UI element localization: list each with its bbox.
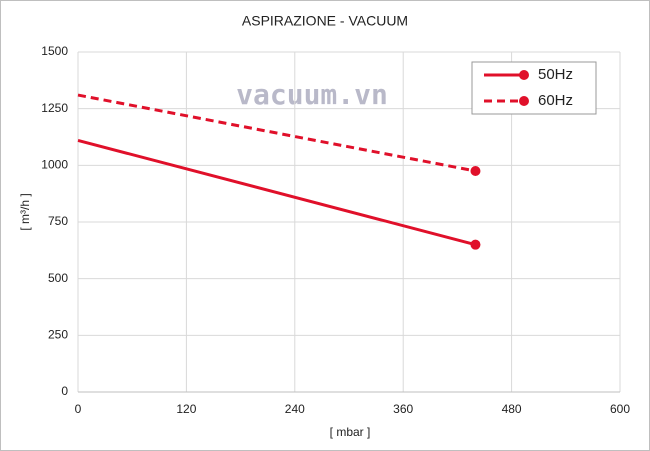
end-marker — [470, 239, 481, 250]
y-tick-label: 750 — [48, 214, 68, 228]
watermark: vacuum.vn — [236, 78, 388, 111]
y-tick-label: 250 — [48, 328, 68, 342]
y-tick-label: 500 — [48, 271, 68, 285]
x-tick-label: 600 — [610, 402, 630, 416]
x-tick-label: 120 — [176, 402, 196, 416]
y-tick-label: 0 — [61, 384, 68, 398]
end-marker — [470, 166, 481, 176]
legend-label: 60Hz — [538, 92, 573, 109]
legend-box — [471, 61, 597, 115]
x-tick-label: 480 — [502, 402, 522, 416]
x-tick-label: 360 — [393, 402, 413, 416]
series-line — [77, 93, 476, 173]
legend-label: 50Hz — [538, 66, 573, 83]
y-tick-label: 1000 — [41, 158, 68, 172]
y-tick-label: 1500 — [41, 44, 68, 58]
y-tick-label: 1250 — [41, 101, 68, 115]
x-tick-label: 0 — [75, 402, 82, 416]
chart-title: ASPIRAZIONE - VACUUM — [242, 13, 408, 29]
legend-marker — [519, 70, 529, 80]
series-line — [77, 138, 476, 247]
legend-marker — [519, 96, 529, 106]
y-axis-label: [ m³/h ] — [18, 193, 32, 230]
x-tick-label: 240 — [285, 402, 305, 416]
x-axis-label: [ mbar ] — [330, 425, 371, 439]
